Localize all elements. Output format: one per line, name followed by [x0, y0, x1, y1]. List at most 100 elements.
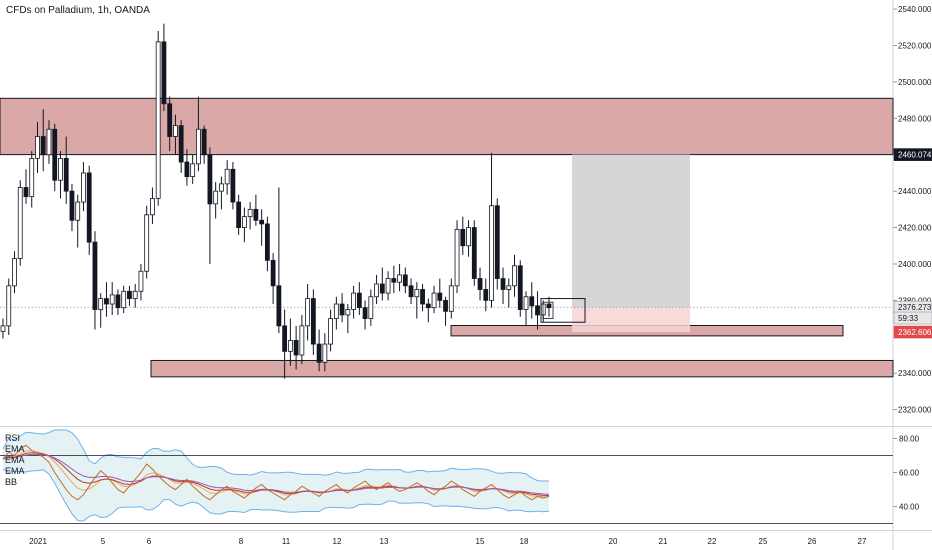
candle-body [259, 219, 265, 225]
indicator-label-bb[interactable]: BB [5, 477, 18, 487]
candle-body [460, 228, 466, 247]
candle-body [414, 289, 420, 298]
time-tick-label: 12 [333, 537, 342, 546]
bollinger-lower-line [2, 468, 550, 522]
rsi-tick-label: 60.00 [899, 469, 920, 478]
candle-body [454, 228, 460, 287]
candle-body [339, 303, 345, 316]
candle-body [132, 290, 138, 299]
candle-body [253, 208, 259, 221]
candle-body [270, 259, 276, 287]
price-tick-label: 2320.000 [898, 406, 932, 415]
candle-body [86, 172, 92, 243]
price-badge [893, 325, 932, 339]
price-badge-label: 2362.606 [898, 328, 932, 337]
candle-body [333, 303, 339, 319]
candle-body [241, 216, 247, 228]
candle-body [466, 227, 471, 247]
candle-body [218, 183, 224, 192]
candle-body [494, 205, 500, 279]
price-badge-label: 2460.074 [898, 151, 932, 160]
candle-body [207, 154, 213, 205]
candle-body [385, 278, 391, 294]
candle-body [178, 125, 184, 163]
time-tick-label: 22 [708, 537, 717, 546]
price-tick-label: 2400.000 [898, 260, 932, 269]
candle-body [29, 157, 35, 198]
candle-body [0, 325, 6, 332]
time-tick-label: 2021 [29, 537, 47, 546]
candle-body [167, 103, 173, 137]
candle-body [529, 296, 535, 307]
price-tick-label: 2540.000 [898, 5, 932, 14]
candle-body [287, 340, 293, 352]
candle-body [104, 298, 109, 305]
price-badge-label: 2376.273 [898, 303, 932, 312]
time-tick-label: 15 [476, 537, 485, 546]
candle-body [173, 125, 178, 137]
candle-body [190, 163, 196, 177]
candle-body [443, 299, 448, 312]
drawing-rectangle-small [542, 301, 554, 319]
price-badge [893, 148, 932, 161]
bollinger-upper-line [2, 429, 549, 482]
price-tick-label: 2440.000 [898, 187, 932, 196]
candle-body [40, 136, 46, 156]
candle-body [489, 205, 494, 301]
candle-body [379, 283, 385, 294]
candle-body [138, 270, 144, 292]
candle-body [523, 296, 529, 310]
candle-body [368, 296, 374, 319]
time-tick-label: 18 [520, 537, 529, 546]
candle-body [420, 289, 425, 305]
zone-resistance [0, 97, 894, 156]
candle-body [362, 307, 368, 319]
candle-body [282, 325, 288, 352]
candle-body [356, 292, 362, 309]
candle-body [546, 303, 552, 309]
candle-body [150, 198, 155, 216]
candle-body [437, 292, 443, 301]
time-tick-label: 26 [808, 537, 817, 546]
candle-body [236, 201, 242, 228]
candle-body [92, 241, 98, 310]
position-stop-box [572, 307, 690, 333]
candle-body [483, 289, 489, 301]
candle-body [425, 303, 431, 309]
candle-body [127, 290, 132, 299]
candle-body [35, 136, 40, 159]
candle-body [109, 294, 115, 305]
candle-body [75, 201, 81, 221]
price-tick-label: 2480.000 [898, 114, 932, 123]
indicator-label-ema-3[interactable]: EMA [5, 466, 25, 476]
candle-body [213, 190, 219, 205]
candle-body [345, 309, 351, 316]
candle-body [477, 278, 483, 290]
price-badge [893, 311, 932, 325]
candle-body [17, 187, 23, 259]
candle-body [276, 285, 282, 327]
candle-body [351, 292, 356, 310]
time-tick-label: 25 [759, 537, 768, 546]
candle-body [299, 325, 305, 356]
candle-body [535, 305, 540, 316]
candle-body [224, 168, 230, 185]
time-tick-label: 27 [858, 537, 867, 546]
candle-body [196, 128, 201, 165]
time-tick-label: 13 [380, 537, 389, 546]
candle-body [230, 168, 236, 203]
plot-background [0, 0, 893, 530]
candle-body [52, 128, 58, 181]
candle-body [506, 285, 512, 290]
candle-body [408, 285, 414, 298]
indicator-label-ema-1[interactable]: EMA [5, 444, 25, 454]
time-tick-label: 20 [609, 537, 618, 546]
indicator-label-rsi[interactable]: RSI [5, 433, 21, 443]
candle-body [121, 290, 127, 309]
candle-body [23, 187, 29, 198]
rsi-tick-label: 40.00 [899, 503, 920, 512]
candle-body [98, 298, 104, 310]
candle-body [155, 41, 161, 199]
indicator-label-ema-2[interactable]: EMA [5, 455, 25, 465]
